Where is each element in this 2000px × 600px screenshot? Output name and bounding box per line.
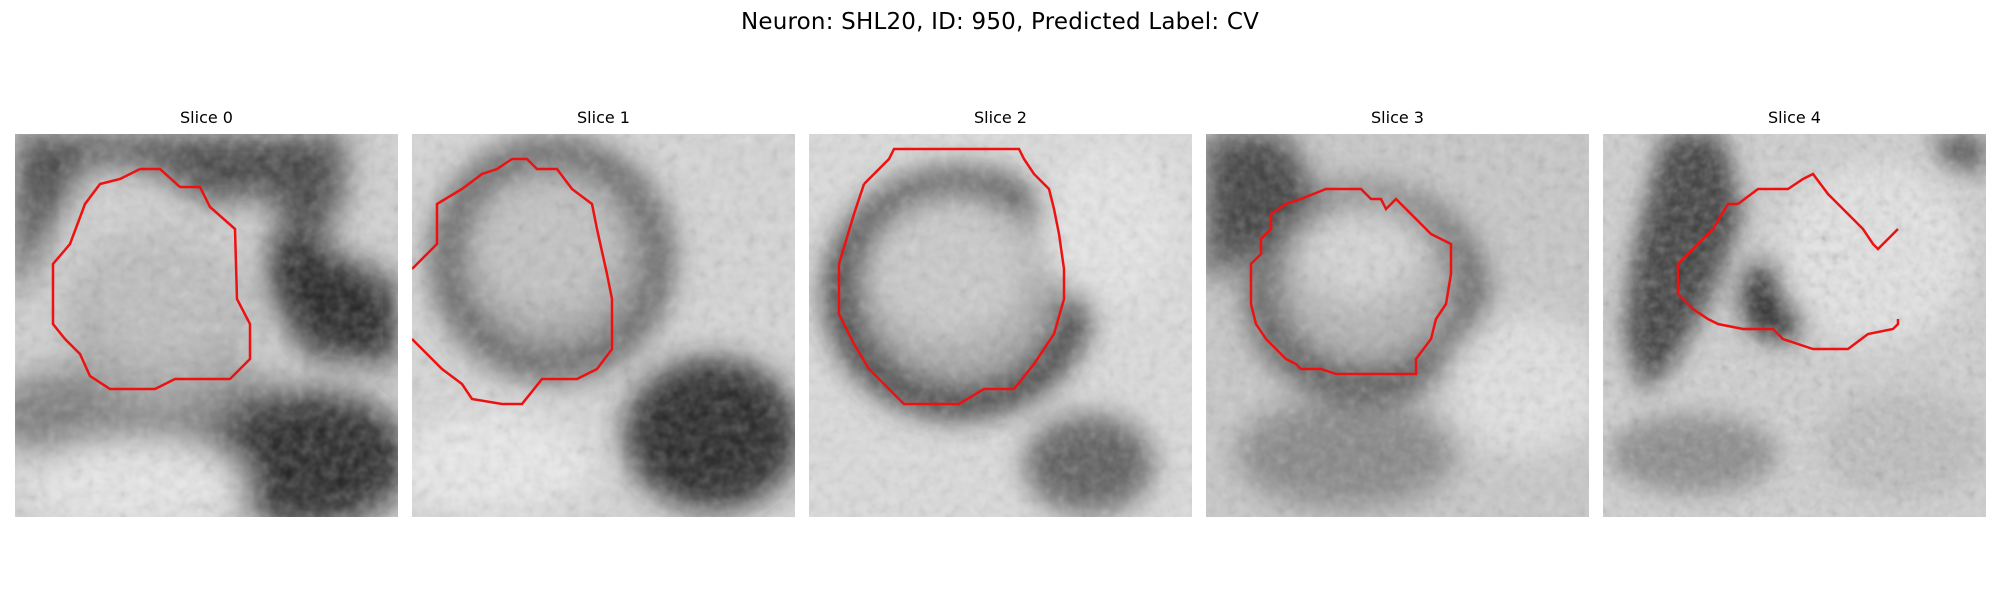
slice-4-image [1603,134,1986,517]
figure-title: Neuron: SHL20, ID: 950, Predicted Label:… [740,9,1260,35]
slice-panel-2: Slice 2 [809,108,1192,518]
slice-panel-4: Slice 4 [1603,108,1986,518]
slice-2-title: Slice 2 [974,108,1027,127]
slice-0-image [15,134,398,517]
slice-3-title: Slice 3 [1371,108,1424,127]
slice-1-title: Slice 1 [577,108,630,127]
slice-panel-1: Slice 1 [412,108,795,518]
slice-panel-3: Slice 3 [1206,108,1589,518]
slice-4-title: Slice 4 [1768,108,1821,127]
slice-3-image [1206,134,1589,517]
slice-2-image [809,134,1192,517]
slice-panel-0: Slice 0 [15,108,398,518]
slice-1-image [412,134,795,517]
slice-0-title: Slice 0 [180,108,233,127]
